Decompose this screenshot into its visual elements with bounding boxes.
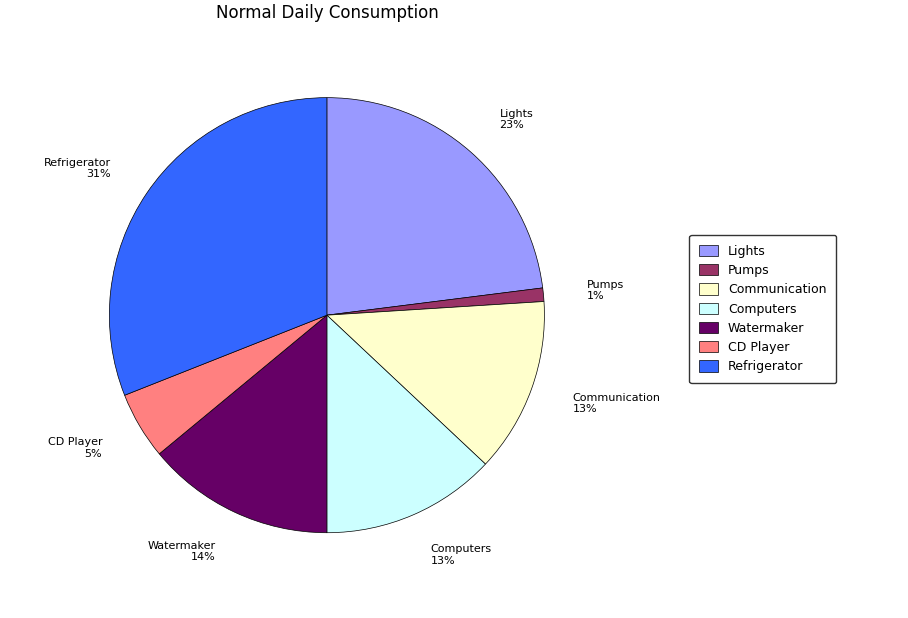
- Wedge shape: [159, 315, 327, 533]
- Title: Normal Daily Consumption: Normal Daily Consumption: [215, 4, 439, 22]
- Text: Communication
13%: Communication 13%: [572, 393, 660, 415]
- Text: Refrigerator
31%: Refrigerator 31%: [44, 158, 111, 179]
- Legend: Lights, Pumps, Communication, Computers, Watermaker, CD Player, Refrigerator: Lights, Pumps, Communication, Computers,…: [689, 235, 836, 383]
- Wedge shape: [327, 302, 545, 464]
- Text: Computers
13%: Computers 13%: [430, 544, 491, 565]
- Wedge shape: [327, 315, 486, 533]
- Text: Lights
23%: Lights 23%: [499, 109, 533, 130]
- Text: CD Player
5%: CD Player 5%: [47, 438, 103, 459]
- Wedge shape: [327, 288, 544, 315]
- Wedge shape: [109, 98, 327, 396]
- Wedge shape: [327, 98, 543, 315]
- Wedge shape: [124, 315, 327, 454]
- Text: Watermaker
14%: Watermaker 14%: [148, 541, 216, 562]
- Text: Pumps
1%: Pumps 1%: [587, 280, 624, 302]
